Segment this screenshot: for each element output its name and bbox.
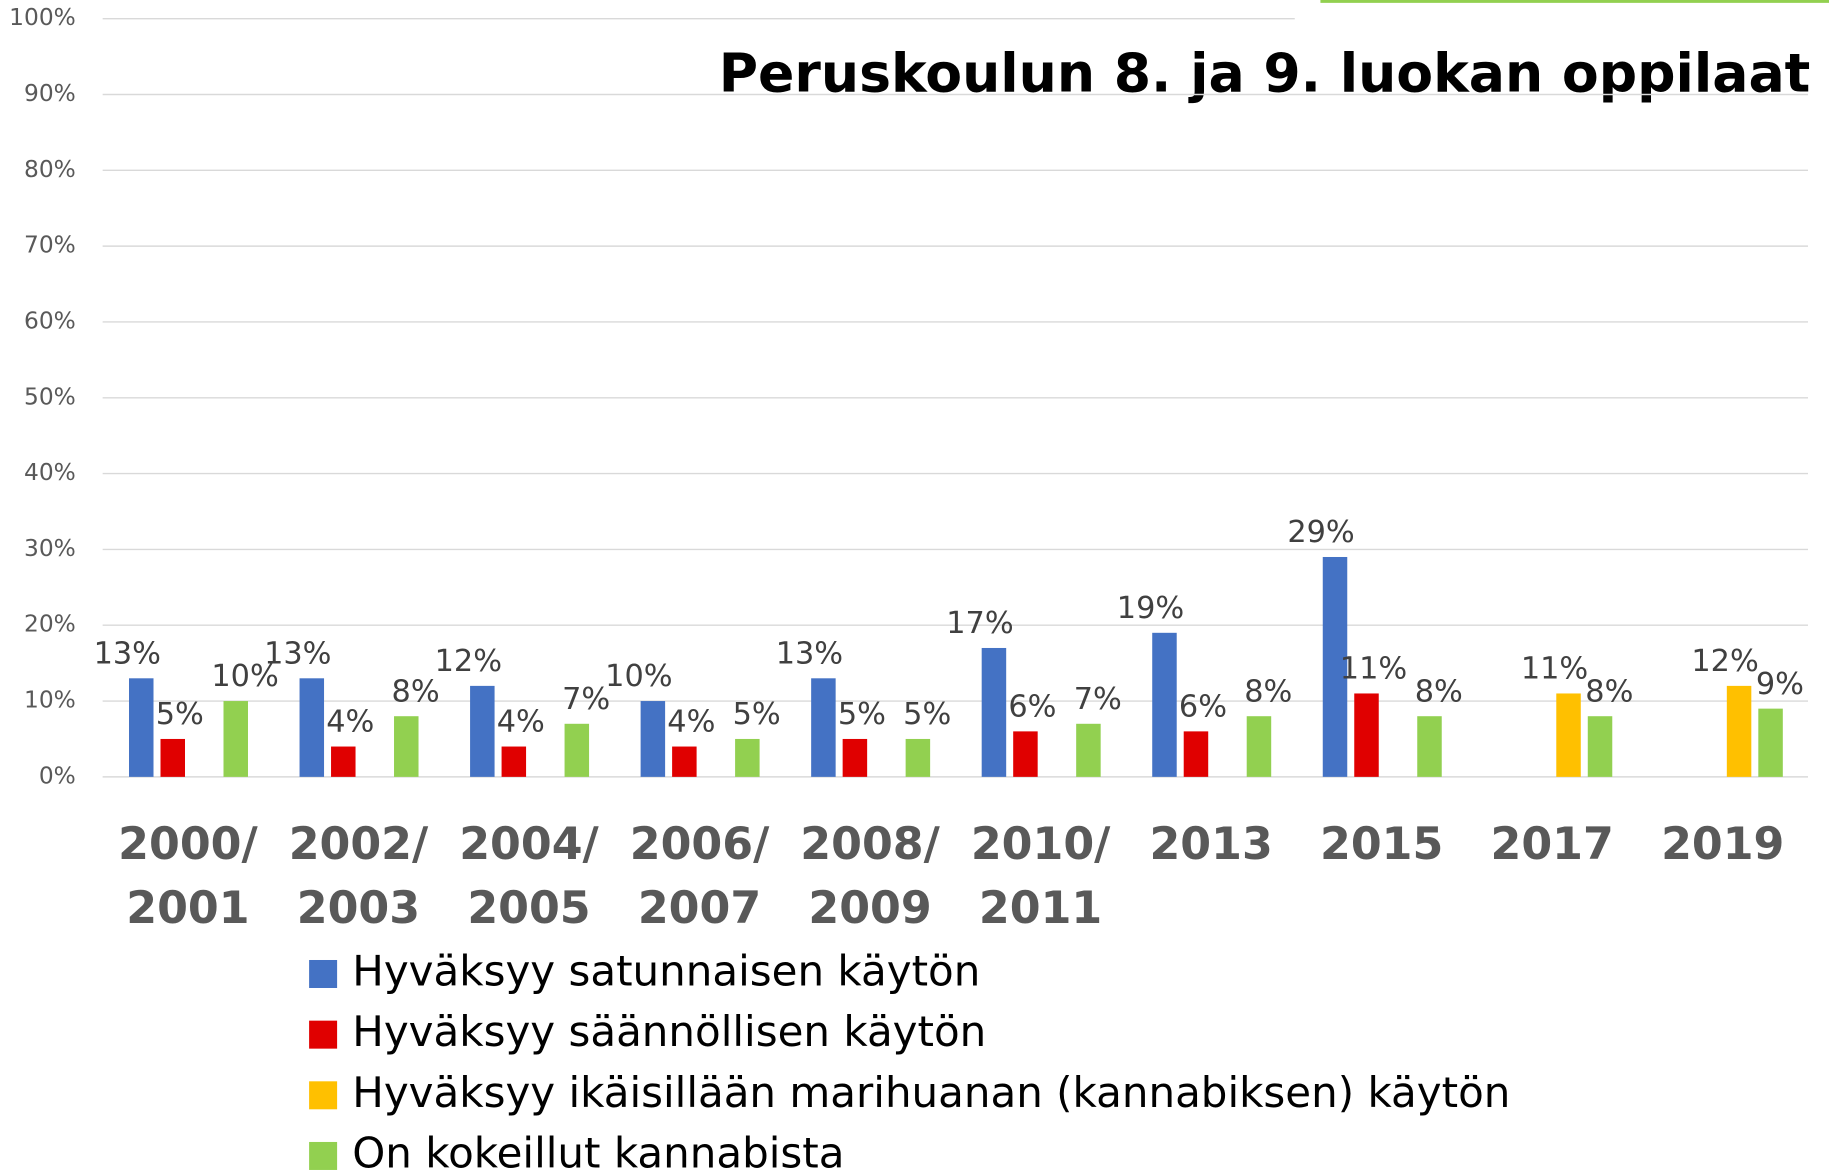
data-label: 6%: [1008, 690, 1056, 725]
bar: [1726, 685, 1752, 777]
bar: [1758, 708, 1783, 777]
y-tick-label: 70%: [24, 232, 76, 259]
x-tick-label: 2006/2007: [630, 819, 770, 934]
legend-label: Hyväksyy satunnaisen käytön: [352, 946, 980, 995]
data-label: 8%: [1585, 674, 1633, 709]
data-label: 19%: [1117, 591, 1184, 626]
data-label: 5%: [733, 697, 781, 732]
bar: [331, 746, 356, 777]
bar: [1076, 723, 1101, 777]
data-label: 8%: [1415, 674, 1463, 709]
bar: [905, 738, 931, 777]
bar: [672, 746, 697, 777]
data-label: 4%: [497, 705, 545, 740]
y-tick-label: 80%: [24, 156, 76, 183]
y-tick-label: 40%: [24, 459, 76, 486]
bar: [223, 701, 248, 777]
data-label: 7%: [1074, 682, 1122, 717]
data-label: 6%: [1179, 690, 1227, 725]
data-label: 17%: [946, 606, 1013, 641]
bar: [1417, 716, 1442, 777]
y-tick-label: 60%: [24, 307, 76, 334]
data-label: 10%: [605, 659, 672, 694]
legend-swatch: [309, 1020, 338, 1049]
bar: [1587, 716, 1613, 777]
data-label: 13%: [94, 636, 161, 671]
bar: [299, 678, 325, 777]
bar: [564, 723, 590, 777]
bar: [1183, 731, 1209, 777]
x-tick-label: 2004/2005: [459, 819, 599, 934]
data-label: 29%: [1287, 515, 1354, 550]
y-tick-label: 90%: [24, 80, 76, 107]
data-label: 4%: [326, 705, 374, 740]
bar: [811, 678, 836, 777]
legend-swatch: [309, 1081, 338, 1110]
bar: [1322, 556, 1348, 777]
bar: [129, 678, 154, 777]
legend-swatch: [309, 1141, 338, 1170]
bar: [501, 746, 527, 777]
y-tick-label: 20%: [24, 611, 76, 638]
bar: [735, 738, 760, 777]
data-label: 13%: [776, 636, 843, 671]
bar: [1152, 632, 1177, 777]
bar: [1013, 731, 1038, 777]
data-label: 4%: [667, 705, 715, 740]
y-tick-label: 50%: [24, 383, 76, 410]
data-label: 13%: [264, 636, 331, 671]
data-label: 5%: [156, 697, 204, 732]
data-label: 8%: [392, 674, 440, 709]
data-label: 11%: [1521, 652, 1588, 687]
x-tick-label: 2019: [1661, 819, 1784, 870]
data-label: 9%: [1756, 667, 1804, 702]
bar: [640, 701, 666, 777]
x-tick-label: 2008/2009: [800, 819, 940, 934]
x-tick-label: 2013: [1149, 819, 1272, 870]
data-label: 10%: [211, 659, 278, 694]
bar: [1246, 716, 1272, 777]
legend-label: Hyväksyy ikäisillään marihuanan (kannabi…: [352, 1068, 1510, 1117]
bar: [1354, 693, 1379, 777]
data-label: 12%: [435, 644, 502, 679]
data-label: 8%: [1244, 674, 1292, 709]
data-label: 5%: [838, 697, 886, 732]
x-tick-label: 2010/2011: [971, 819, 1111, 934]
data-label: 7%: [562, 682, 610, 717]
legend-label: Hyväksyy säännöllisen käytön: [352, 1007, 986, 1056]
y-tick-label: 100%: [9, 4, 76, 31]
bar: [842, 738, 868, 777]
y-tick-label: 10%: [24, 687, 76, 714]
bar: [470, 685, 495, 777]
data-label: 11%: [1340, 652, 1407, 687]
data-label: 5%: [903, 697, 951, 732]
bar: [160, 738, 185, 777]
y-tick-label: 0%: [39, 762, 76, 789]
y-tick-label: 30%: [24, 535, 76, 562]
x-tick-label: 2015: [1320, 819, 1443, 870]
bar: [394, 716, 419, 777]
data-label: 12%: [1691, 644, 1758, 679]
x-tick-label: 2000/2001: [118, 819, 258, 934]
bar: [981, 647, 1007, 777]
legend-label: On kokeillut kannabista: [352, 1128, 844, 1173]
legend-swatch: [309, 959, 338, 988]
bar: [1556, 693, 1581, 777]
x-tick-label: 2002/2003: [289, 819, 429, 934]
x-tick-label: 2017: [1491, 819, 1614, 870]
